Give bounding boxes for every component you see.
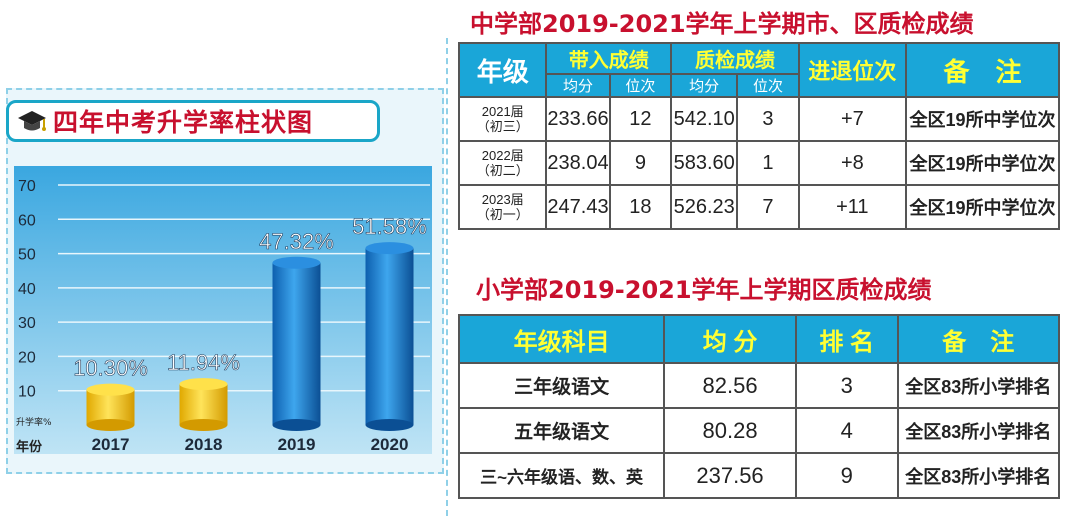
exam-rank-cell: 7: [736, 184, 800, 230]
bar-top: [86, 383, 135, 396]
grade-cell: 2021届 （初三）: [457, 96, 548, 142]
bar: [179, 384, 228, 425]
header-exam-score: 质检成绩: [670, 42, 800, 75]
chart-plot-area: 70 60 50 40 30 20 10 10.30% 2017 11.94% 2018 47.32%…: [14, 80, 432, 460]
remark-cell: 全区19所中学位次: [904, 96, 1061, 142]
entry-rank-cell: 18: [608, 184, 673, 230]
grade-name: （初三）: [476, 119, 529, 134]
bar-top: [365, 242, 414, 255]
subject-cell: 五年级语文: [457, 407, 666, 454]
header-avg: 均 分: [663, 314, 797, 364]
y-tick-label: 10: [18, 384, 36, 401]
primary-school-table: 年级科目 均 分 排 名 备 注 三年级语文 82.56 3 全区83所小学排名…: [457, 314, 1060, 499]
avg-cell: 237.56: [663, 452, 797, 499]
progress-cell: +8: [797, 140, 907, 186]
subject-cell: 三~六年级语、数、英: [457, 452, 666, 499]
rank-cell: 3: [794, 362, 899, 409]
remark-cell: 全区19所中学位次: [904, 184, 1061, 230]
header-exam-avg: 均分: [670, 73, 739, 98]
grade-year: 2023届: [481, 192, 524, 207]
bar-base: [86, 419, 135, 431]
remark-cell: 全区83所小学排名: [896, 362, 1060, 409]
table-row: 三~六年级语、数、英 237.56 9 全区83所小学排名: [457, 452, 1060, 499]
bar-value-label: 11.94%: [167, 350, 240, 375]
header-subject: 年级科目: [457, 314, 666, 364]
bar: [365, 248, 414, 425]
progress-cell: +7: [797, 96, 907, 142]
graduation-cap-icon: [17, 108, 47, 134]
bar-value-label: 10.30%: [73, 356, 148, 381]
bar-value-label: 51.58%: [352, 214, 427, 239]
grade-name: （初二）: [476, 163, 529, 178]
table1-title: 中学部2019-2021学年上学期市、区质检成绩: [470, 10, 974, 38]
table-row: 三年级语文 82.56 3 全区83所小学排名: [457, 362, 1060, 409]
chart-title-wrapper: 四年中考升学率柱状图: [6, 100, 380, 142]
header-remark: 备 注: [904, 42, 1061, 98]
rank-cell: 9: [794, 452, 899, 499]
exam-avg-cell: 526.23: [670, 184, 739, 230]
bar: [272, 262, 321, 425]
bar-top: [272, 256, 321, 269]
middle-school-table: 年级 带入成绩 质检成绩 进退位次 备 注 均分 位次 均分 位次 2021届（…: [457, 42, 1061, 230]
table2-title: 小学部2019-2021学年上学期区质检成绩: [476, 276, 932, 304]
exam-avg-cell: 583.60: [670, 140, 739, 186]
bar-value-label: 47.32%: [259, 229, 334, 254]
x-tick-label: 2017: [92, 435, 130, 454]
bar-base: [179, 419, 228, 431]
table-row: 2021届 （初三） 233.66 12 542.10 3 +7 全区19所中学位…: [457, 96, 1061, 142]
x-tick-label: 2019: [278, 435, 316, 454]
y-tick-label: 40: [18, 281, 36, 298]
y-tick-label: 70: [18, 178, 36, 195]
x-axis-unit-label: 年份: [16, 440, 43, 455]
grade-cell: 2022届 （初二）: [457, 140, 548, 186]
table-row: 2023届 （初一） 247.43 18 526.23 7 +11 全区19所中学…: [457, 184, 1061, 230]
exam-rank-cell: 3: [736, 96, 800, 142]
grade-year: 2022届: [481, 148, 524, 163]
header-progress: 进退位次: [797, 42, 907, 98]
bar-base: [272, 419, 321, 431]
y-tick-label: 20: [18, 349, 36, 366]
avg-cell: 80.28: [663, 407, 797, 454]
entry-avg-cell: 238.04: [545, 140, 611, 186]
remark-cell: 全区19所中学位次: [904, 140, 1061, 186]
exam-avg-cell: 542.10: [670, 96, 739, 142]
grade-year: 2021届: [481, 104, 524, 119]
remark-cell: 全区83所小学排名: [896, 452, 1060, 499]
y-tick-label: 50: [18, 247, 36, 264]
header-rank: 排 名: [794, 314, 899, 364]
y-tick-label: 30: [18, 315, 36, 332]
header-entry-avg: 均分: [545, 73, 611, 98]
bar-top: [179, 378, 228, 391]
table-row: 2022届 （初二） 238.04 9 583.60 1 +8 全区19所中学位次: [457, 140, 1061, 186]
header-exam-rank: 位次: [736, 73, 800, 98]
entry-rank-cell: 9: [608, 140, 673, 186]
header-entry-rank: 位次: [608, 73, 673, 98]
entry-avg-cell: 247.43: [545, 184, 611, 230]
exam-rank-cell: 1: [736, 140, 800, 186]
entry-rank-cell: 12: [608, 96, 673, 142]
entry-avg-cell: 233.66: [545, 96, 611, 142]
progress-cell: +11: [797, 184, 907, 230]
y-tick-label: 60: [18, 212, 36, 229]
table-row: 五年级语文 80.28 4 全区83所小学排名: [457, 407, 1060, 454]
x-tick-label: 2018: [185, 435, 223, 454]
chart-title: 四年中考升学率柱状图: [53, 108, 314, 137]
header-remark: 备 注: [896, 314, 1060, 364]
header-entry-score: 带入成绩: [545, 42, 673, 75]
avg-cell: 82.56: [663, 362, 797, 409]
grade-cell: 2023届 （初一）: [457, 184, 548, 230]
remark-cell: 全区83所小学排名: [896, 407, 1060, 454]
bar-base: [365, 419, 414, 431]
x-tick-label: 2020: [371, 435, 409, 454]
subject-cell: 三年级语文: [457, 362, 666, 409]
chart-title-box: 四年中考升学率柱状图: [6, 100, 380, 142]
tables-frame: [446, 38, 1074, 516]
header-grade: 年级: [457, 42, 548, 98]
grade-name: （初一）: [476, 207, 529, 222]
rank-cell: 4: [794, 407, 899, 454]
y-axis-unit-label: 升学率%: [16, 418, 52, 428]
bar-chart: 70 60 50 40 30 20 10 10.30% 2017 11.94% 2018 47.32%…: [14, 166, 432, 454]
